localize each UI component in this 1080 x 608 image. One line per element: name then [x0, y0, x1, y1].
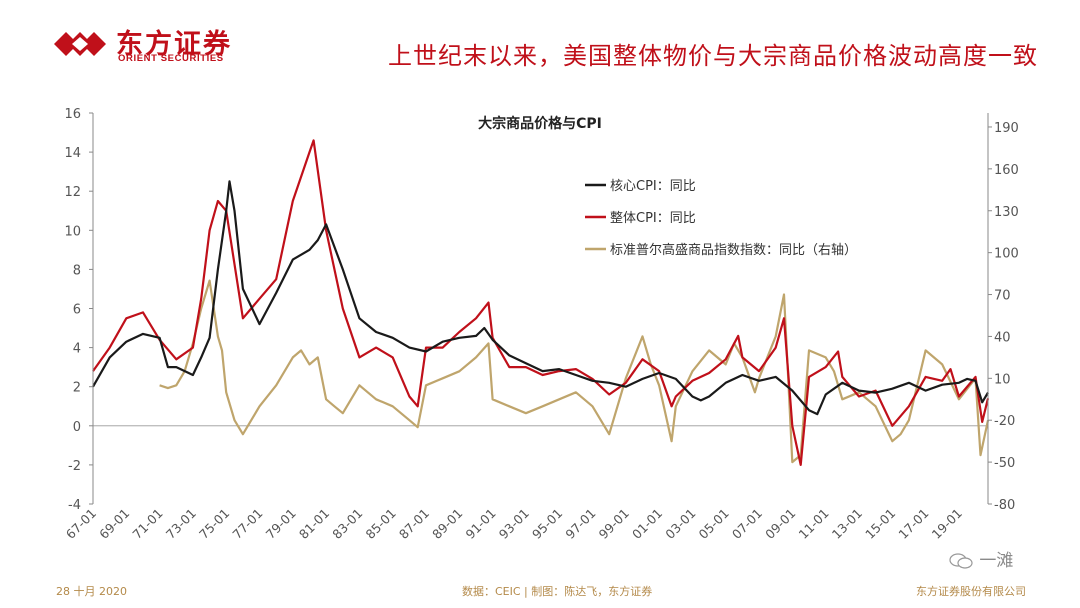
- watermark-text: 一滩: [979, 551, 1014, 571]
- y-right-tick-label: 70: [994, 289, 1011, 304]
- x-tick-label: 99-01: [596, 506, 632, 542]
- y-left-tick-label: 2: [73, 381, 81, 396]
- x-tick-label: 01-01: [629, 506, 665, 542]
- legend-headline-cpi-label: 整体CPI：同比: [610, 211, 696, 226]
- x-tick-label: 19-01: [929, 506, 965, 542]
- y-left-tick-label: -2: [68, 459, 81, 474]
- x-tick-label: 13-01: [829, 506, 865, 542]
- x-tick-label: 77-01: [229, 506, 265, 542]
- x-tick-label: 95-01: [529, 506, 565, 542]
- x-tick-label: 71-01: [129, 506, 165, 542]
- core-cpi-line: [92, 180, 989, 416]
- y-right-tick-label: 100: [994, 247, 1019, 262]
- x-tick-label: 75-01: [196, 506, 232, 542]
- y-right-tick-label: -50: [994, 456, 1015, 471]
- x-tick-label: 15-01: [862, 506, 898, 542]
- x-tick-label: 93-01: [496, 506, 532, 542]
- x-tick-label: 89-01: [429, 506, 465, 542]
- chart-title: 大宗商品价格与CPI: [478, 115, 602, 132]
- legend-gsci-label: 标准普尔高盛商品指数指数：同比（右轴）: [610, 242, 857, 258]
- y-left-tick-label: 8: [73, 263, 81, 278]
- y-right-tick-label: 160: [994, 163, 1019, 178]
- footer-company: 东方证券股份有限公司: [916, 585, 1026, 598]
- orient-securities-logo: [54, 32, 106, 56]
- x-tick-label: 09-01: [762, 506, 798, 542]
- x-tick-label: 87-01: [396, 506, 432, 542]
- y-right-tick-label: 190: [994, 121, 1019, 136]
- x-tick-label: 05-01: [696, 506, 732, 542]
- x-tick-label: 11-01: [795, 506, 831, 542]
- y-right-tick-label: 130: [994, 205, 1019, 220]
- y-right-tick-label: 10: [994, 372, 1011, 387]
- x-tick-label: 97-01: [562, 506, 598, 542]
- x-tick-label: 03-01: [662, 506, 698, 542]
- legend-core-cpi-label: 核心CPI：同比: [610, 179, 696, 194]
- brand-name-cn: 东方证券: [116, 29, 232, 60]
- y-left-tick-label: 12: [64, 185, 81, 200]
- y-left-tick-label: 4: [73, 342, 81, 357]
- y-right-tick-label: -20: [994, 414, 1015, 429]
- x-tick-label: 69-01: [96, 506, 132, 542]
- footer-date: 28 十月 2020: [56, 585, 127, 598]
- y-left-tick-label: 14: [64, 146, 81, 161]
- footer-source: 数据：CEIC | 制图：陈达飞，东方证券: [462, 585, 653, 598]
- headline-cpi-line: [92, 139, 990, 466]
- watermark: 一滩: [948, 546, 1013, 571]
- gsci-line: [159, 279, 990, 464]
- slide-title: 上世纪末以来，美国整体物价与大宗商品价格波动高度一致: [388, 42, 1038, 70]
- x-tick-label: 81-01: [296, 506, 332, 542]
- y-left-tick-label: 6: [73, 303, 81, 318]
- wechat-icon: [949, 553, 973, 569]
- x-tick-label: 07-01: [729, 506, 765, 542]
- x-tick-label: 91-01: [462, 506, 498, 542]
- x-tick-label: 85-01: [363, 506, 399, 542]
- slide-header: 东方证券 ORIENT SECURITIES 上世纪末以来，美国整体物价与大宗商…: [0, 0, 1080, 80]
- x-tick-label: 83-01: [329, 506, 365, 542]
- y-right-tick-label: -80: [994, 498, 1015, 513]
- y-left-tick-label: -4: [68, 498, 81, 513]
- x-tick-label: 73-01: [163, 506, 199, 542]
- y-left-tick-label: 16: [64, 107, 81, 122]
- y-right-tick-label: 40: [994, 330, 1011, 345]
- x-tick-label: 79-01: [263, 506, 299, 542]
- y-left-tick-label: 10: [64, 224, 81, 239]
- x-tick-label: 17-01: [895, 506, 931, 542]
- y-left-tick-label: 0: [73, 420, 81, 435]
- brand-name-en: ORIENT SECURITIES: [118, 53, 224, 64]
